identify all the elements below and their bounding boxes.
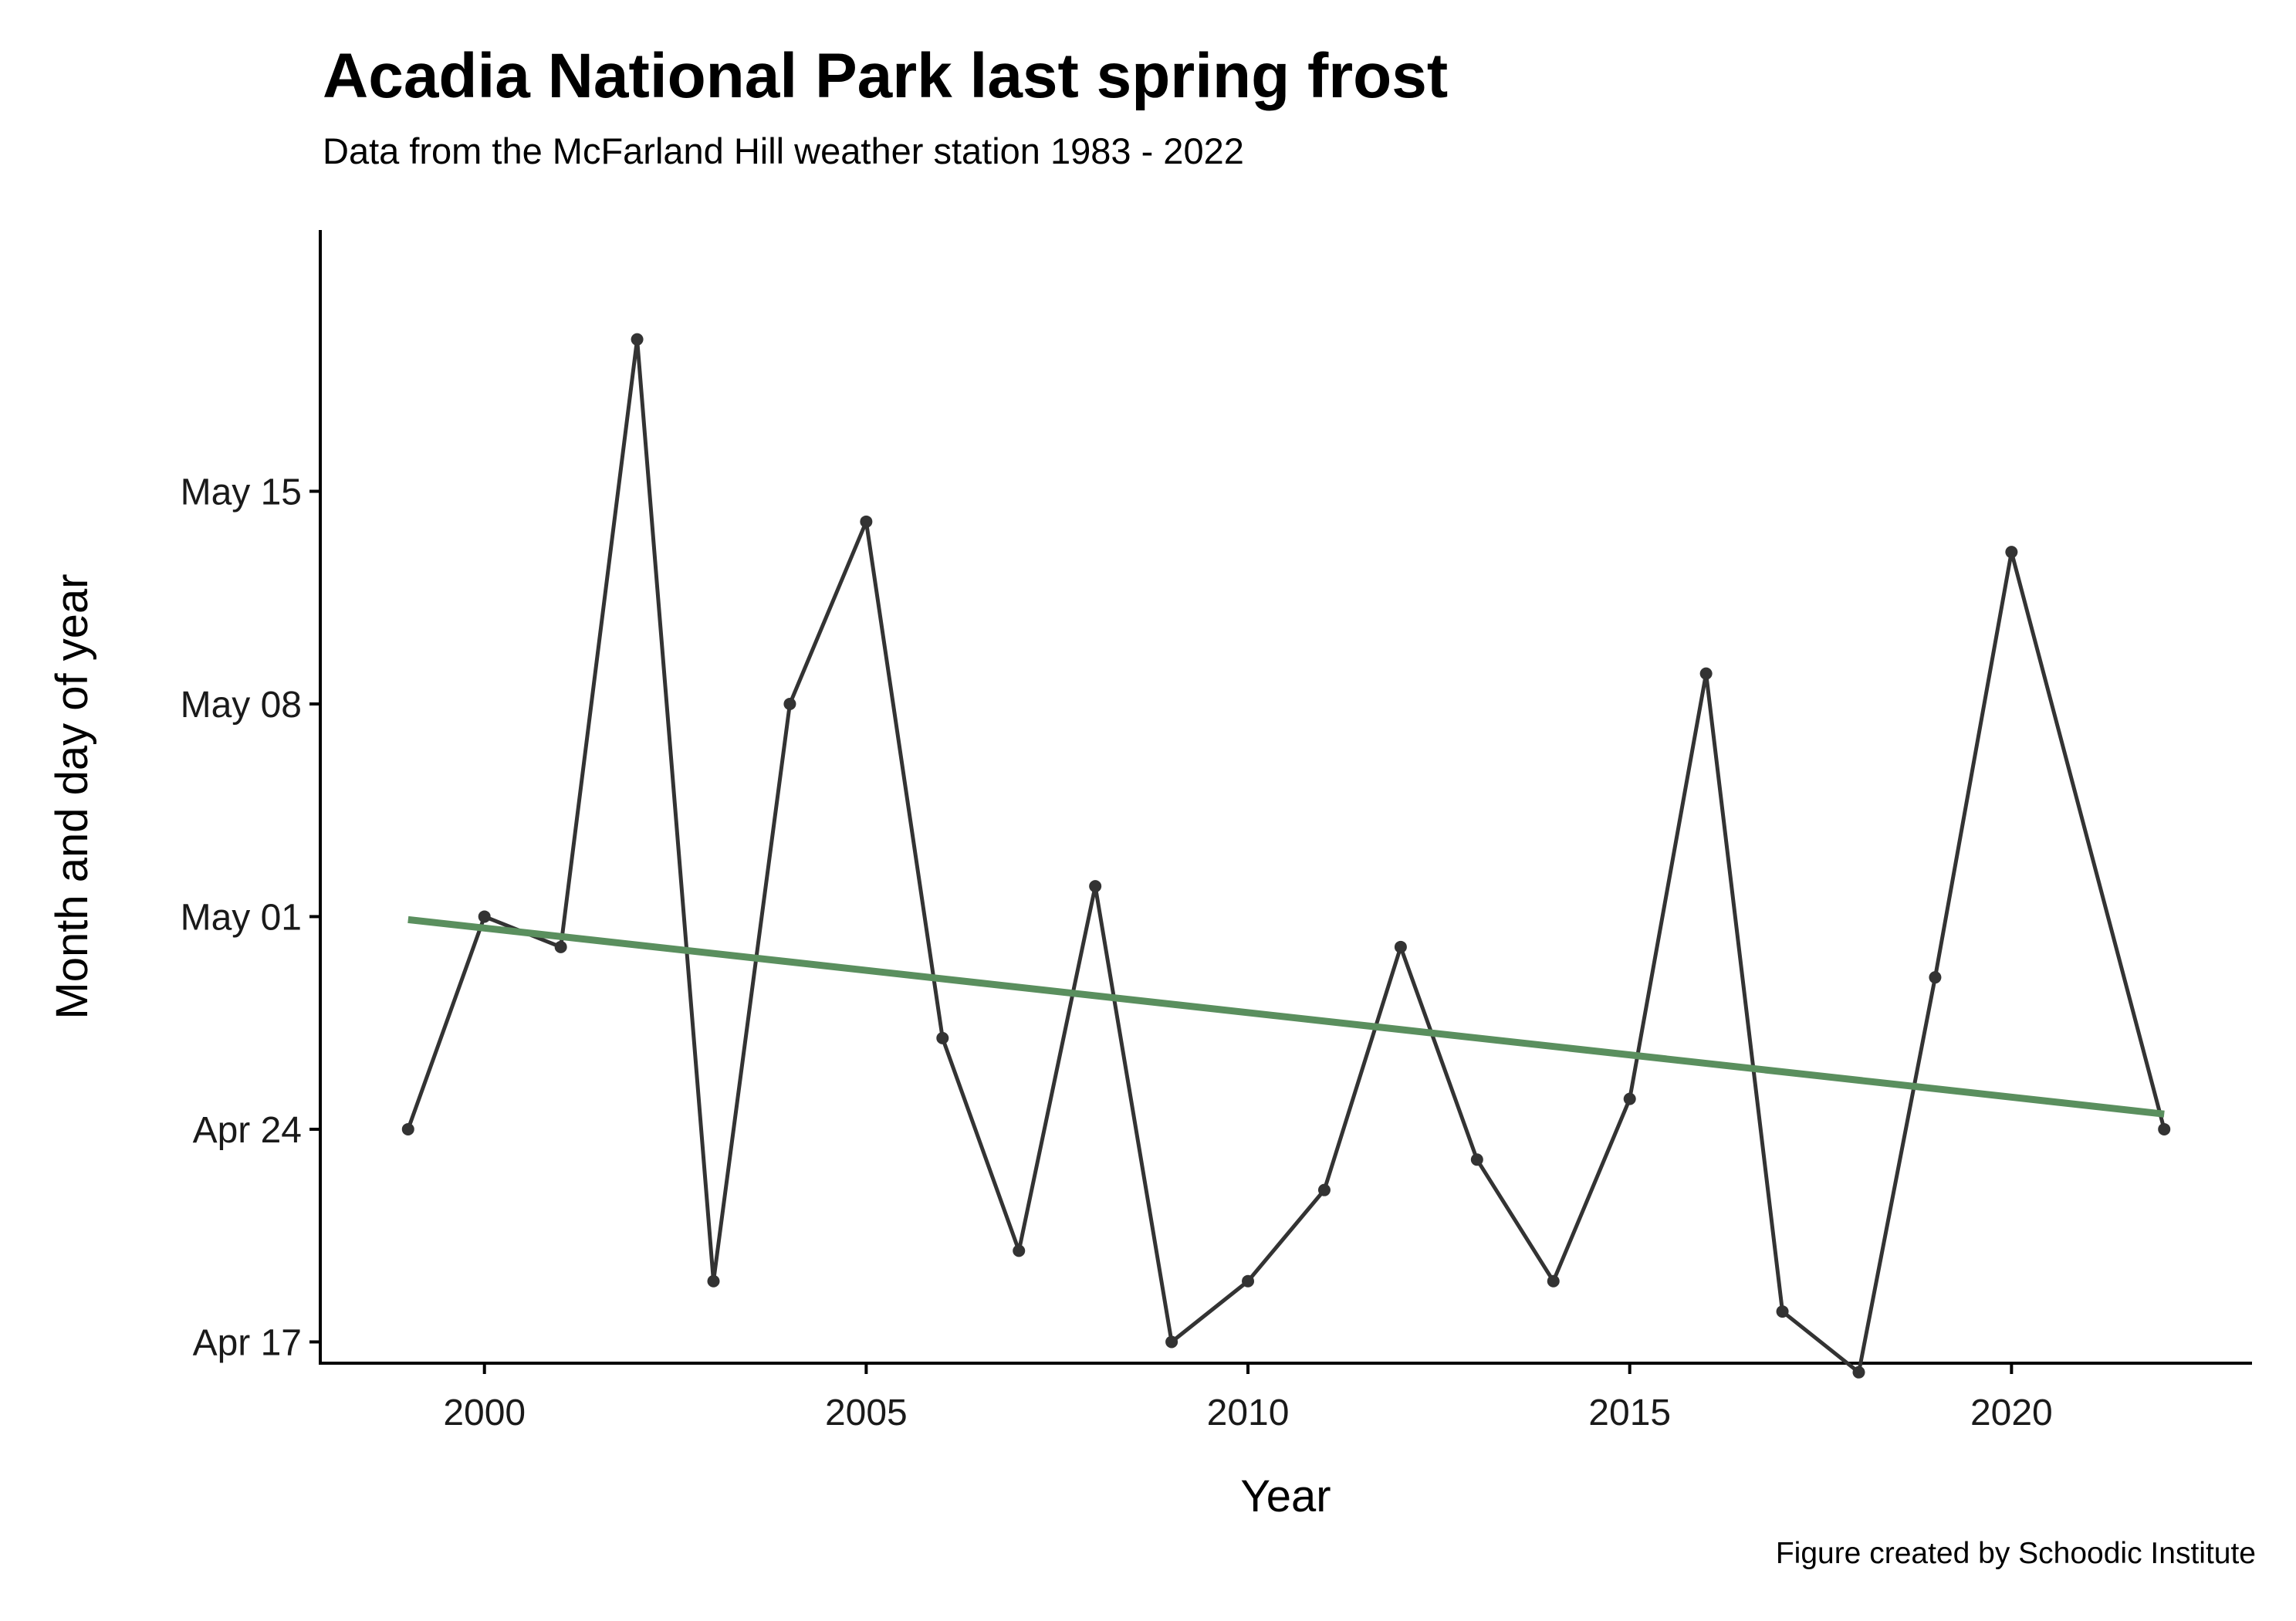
x-tick-label: 2010 xyxy=(1207,1393,1290,1433)
y-tick-label: Apr 24 xyxy=(193,1110,302,1151)
y-tick-label: May 15 xyxy=(181,472,302,513)
data-point xyxy=(707,1274,720,1288)
data-point xyxy=(1852,1365,1865,1379)
data-point xyxy=(1623,1092,1636,1105)
data-point xyxy=(1547,1274,1560,1288)
data-point xyxy=(2005,546,2018,559)
series-layer xyxy=(401,333,2171,1379)
data-point xyxy=(1470,1153,1483,1166)
chart-subtitle: Data from the McFarland Hill weather sta… xyxy=(323,130,1244,171)
y-tick-label: May 01 xyxy=(181,897,302,938)
y-tick-label: May 08 xyxy=(181,685,302,726)
x-tick-label: 2015 xyxy=(1588,1393,1671,1433)
data-point xyxy=(1242,1274,1255,1288)
data-point xyxy=(554,940,567,953)
data-point xyxy=(478,910,491,923)
y-tick-label: Apr 17 xyxy=(193,1322,302,1363)
x-tick-label: 2020 xyxy=(1970,1393,2053,1433)
y-axis-ticks: Apr 17 Apr 24 May 01 May 08 May 15 xyxy=(181,472,320,1363)
trend-line xyxy=(407,915,2165,1118)
data-point xyxy=(1394,940,1407,953)
data-point xyxy=(860,515,873,528)
data-point xyxy=(631,333,644,346)
data-point xyxy=(2158,1122,2171,1135)
data-point xyxy=(1699,667,1713,680)
y-axis-title: Month and day of year xyxy=(47,574,97,1019)
data-point xyxy=(783,697,796,710)
x-tick-label: 2000 xyxy=(443,1393,526,1433)
chart-caption: Figure created by Schoodic Institute xyxy=(1775,1537,2256,1570)
x-tick-label: 2005 xyxy=(825,1393,908,1433)
x-axis-title: Year xyxy=(1240,1471,1331,1521)
data-point xyxy=(1013,1244,1026,1257)
frost-date-series-line xyxy=(406,337,2166,1375)
chart-title: Acadia National Park last spring frost xyxy=(323,41,1449,111)
data-point xyxy=(936,1031,949,1044)
data-point xyxy=(1165,1335,1178,1349)
data-point xyxy=(1776,1305,1789,1318)
data-point xyxy=(1089,880,1102,893)
data-point xyxy=(1929,971,1942,984)
data-point xyxy=(401,1122,414,1135)
x-axis-ticks: 2000 2005 2010 2015 2020 xyxy=(443,1363,2053,1433)
data-point xyxy=(1317,1183,1331,1196)
